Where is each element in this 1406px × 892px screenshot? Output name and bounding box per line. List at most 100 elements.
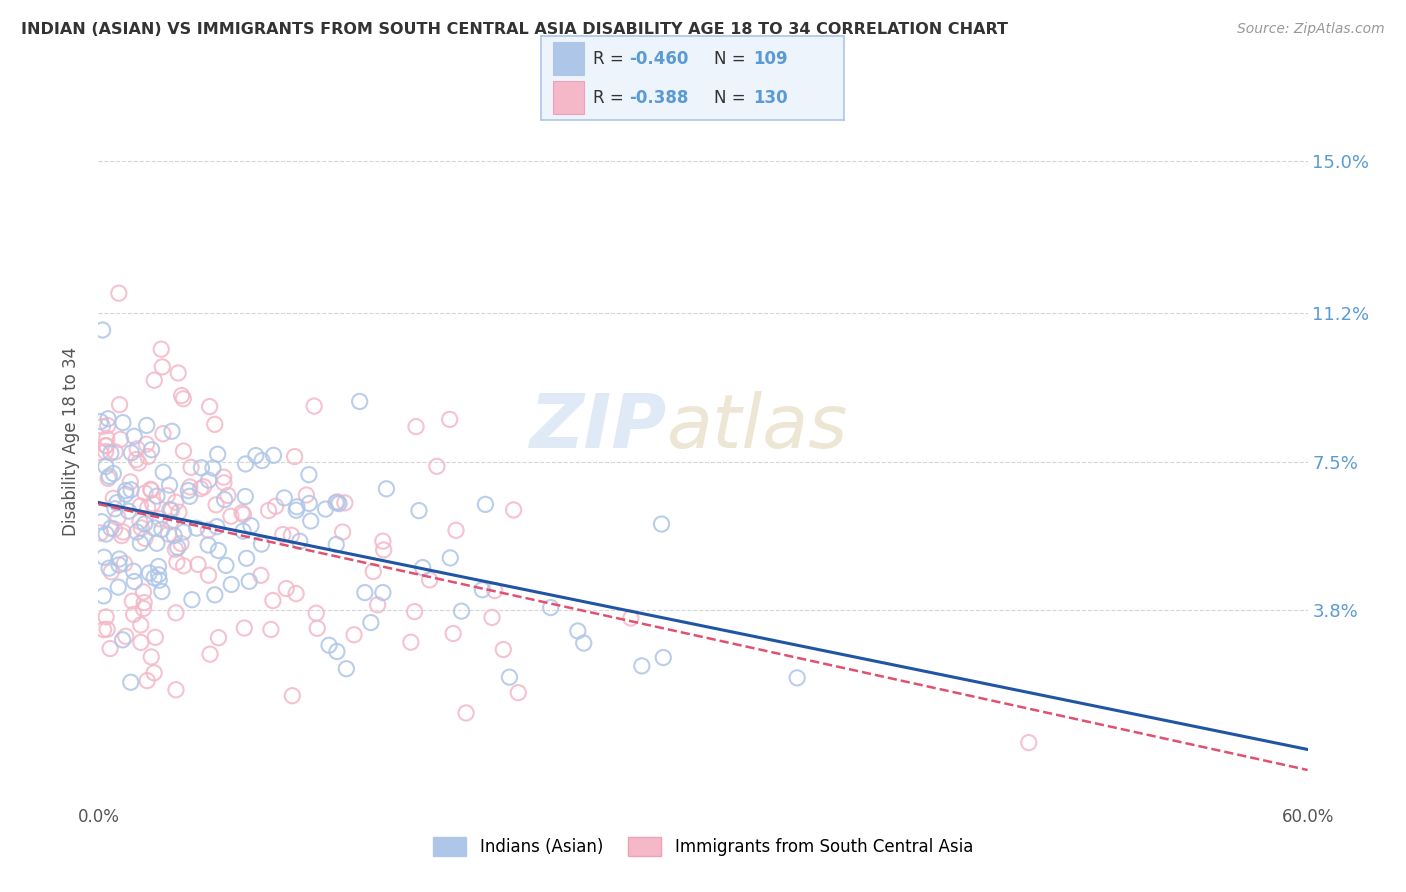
Point <box>207 631 229 645</box>
Point <box>190 460 212 475</box>
Point <box>207 447 229 461</box>
Point <box>360 615 382 630</box>
Point <box>325 537 347 551</box>
Point <box>170 388 193 402</box>
Point <box>172 392 194 406</box>
Point <box>250 453 273 467</box>
Point <box>444 524 467 538</box>
Point <box>197 473 219 487</box>
Point <box>148 559 170 574</box>
Point <box>156 489 179 503</box>
Point <box>163 528 186 542</box>
Point <box>96 622 118 636</box>
Point <box>361 565 384 579</box>
Point <box>204 417 226 432</box>
Point <box>166 541 188 555</box>
Point <box>97 411 120 425</box>
Point <box>217 488 239 502</box>
Text: -0.388: -0.388 <box>628 88 689 106</box>
Text: 130: 130 <box>754 88 787 106</box>
Point <box>285 586 308 600</box>
Point <box>150 342 173 356</box>
Point <box>148 573 170 587</box>
Point <box>129 515 152 529</box>
Point <box>262 593 284 607</box>
Point <box>117 504 139 518</box>
Point <box>298 467 321 482</box>
Point <box>107 580 129 594</box>
Point <box>441 626 464 640</box>
Point <box>197 538 219 552</box>
Point <box>173 524 195 539</box>
Point <box>94 444 117 458</box>
Point <box>108 552 131 566</box>
Point <box>170 536 193 550</box>
Point <box>100 446 122 460</box>
Point <box>232 524 254 538</box>
Point <box>134 486 156 500</box>
Point <box>186 521 208 535</box>
Point <box>264 500 287 514</box>
Point <box>108 286 131 301</box>
Point <box>136 450 159 464</box>
Point <box>120 475 142 489</box>
Point <box>120 483 142 497</box>
Point <box>399 635 422 649</box>
Point <box>165 495 187 509</box>
Point <box>129 499 152 513</box>
Point <box>219 577 242 591</box>
Point <box>129 618 152 632</box>
Point <box>128 456 150 470</box>
Point <box>1018 735 1040 749</box>
Point <box>288 534 311 549</box>
Point <box>134 532 156 546</box>
Point <box>100 521 122 535</box>
Point <box>450 604 472 618</box>
Point <box>120 675 142 690</box>
Y-axis label: Disability Age 18 to 34: Disability Age 18 to 34 <box>62 347 80 536</box>
Point <box>215 558 238 573</box>
Point <box>481 610 503 624</box>
Point <box>167 366 190 380</box>
Point <box>111 528 134 542</box>
Point <box>108 558 131 572</box>
Point <box>114 557 136 571</box>
Point <box>177 483 200 498</box>
Point <box>110 433 132 447</box>
Point <box>201 461 224 475</box>
Point <box>204 588 226 602</box>
Point <box>173 558 195 573</box>
Point <box>111 416 134 430</box>
Point <box>96 439 118 453</box>
Point <box>160 503 183 517</box>
Point <box>281 689 304 703</box>
Point <box>240 518 263 533</box>
Point <box>540 600 562 615</box>
Point <box>333 496 356 510</box>
Point <box>419 573 441 587</box>
Point <box>412 560 434 574</box>
Point <box>159 502 181 516</box>
Point <box>332 524 354 539</box>
Bar <box>554 43 583 75</box>
Point <box>159 478 181 492</box>
Point <box>114 629 136 643</box>
Point <box>439 550 461 565</box>
Point <box>180 460 202 475</box>
Point <box>471 582 494 597</box>
Point <box>245 449 267 463</box>
Point <box>197 523 219 537</box>
Point <box>426 459 449 474</box>
Point <box>90 515 112 529</box>
Point <box>91 323 114 337</box>
Point <box>207 543 229 558</box>
Point <box>150 584 173 599</box>
Text: 109: 109 <box>754 51 787 69</box>
Point <box>198 400 221 414</box>
Point <box>375 482 398 496</box>
Point <box>124 574 146 589</box>
Point <box>205 519 228 533</box>
Point <box>157 527 180 541</box>
Point <box>105 496 128 510</box>
Point <box>408 503 430 517</box>
